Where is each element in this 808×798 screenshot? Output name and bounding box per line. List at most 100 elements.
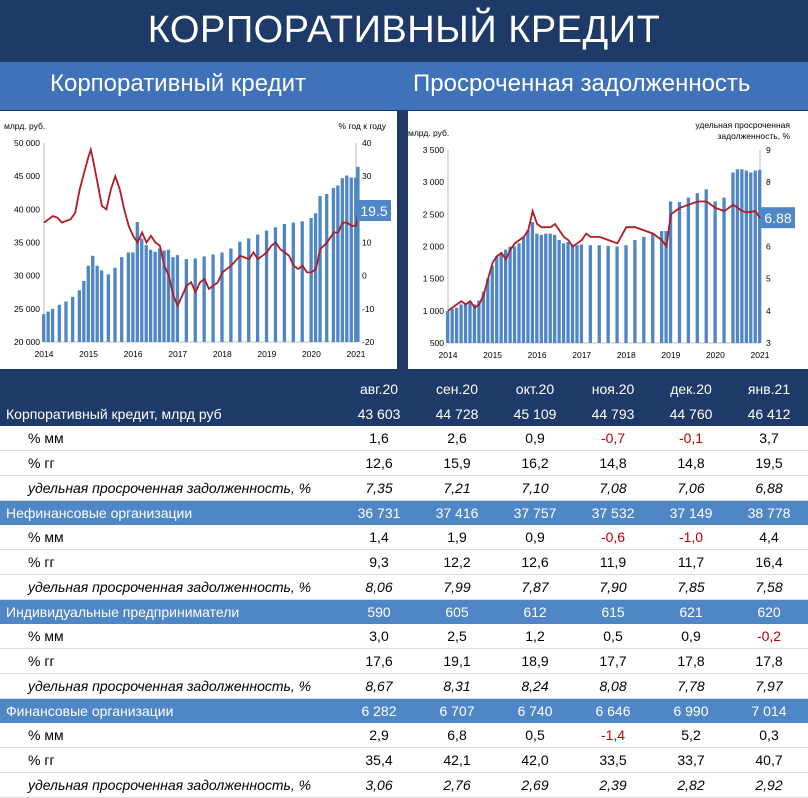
chart-bar [354,177,358,342]
table-cell: 8,67 [340,673,418,699]
x-tick-label: 2019 [257,349,276,359]
chart-bar [579,244,584,343]
table-cell: 8,08 [574,673,652,699]
x-tick-label: 2015 [79,349,98,359]
table-cell: 8,31 [418,673,496,699]
chart-bar [135,221,139,342]
table-cell: 2,5 [418,624,496,649]
table-row: Индивидуальные предприниматели 590 605 612 6… [0,599,808,624]
chart-bar [273,227,278,342]
chart-bar [499,252,503,343]
chart-bar [57,304,61,342]
table-cell: 4,4 [730,525,808,550]
chart-bar [753,170,757,343]
table-cell: -0,7 [574,426,652,451]
chart-bar [95,265,99,342]
chart-bar [120,257,124,342]
table-cell: 33,7 [652,747,730,773]
table-cell: 1,2 [496,624,574,649]
table-cell: 17,8 [652,648,730,674]
chart-bar [86,265,90,342]
y-tick-label: 40 000 [14,204,40,214]
x-tick-label: 2020 [706,350,725,360]
table-cell: 2,9 [340,723,418,748]
subheader-right: Просроченная задолженность [413,70,751,97]
table-row: удельная просроченная задолженность, % 8,… [0,673,808,699]
last-value-badge [357,199,391,221]
table-cell: 6 707 [418,698,496,723]
series-line [447,200,761,312]
y-tick-label: 500 [430,338,444,348]
chart-bar [166,249,171,342]
chart-bar [744,170,748,343]
chart-bar [704,189,708,343]
chart-bar [561,243,566,343]
y-axis-label: млрд. руб. [4,121,45,131]
chart-bar [340,178,344,342]
y-tick-label: 45 000 [14,171,40,181]
chart-bar [517,243,521,343]
chart-bar [175,255,180,342]
table-row: % гг 35,4 42,1 42,0 33,5 33,7 40,7 [0,747,808,773]
row-label: Корпоративный кредит, млрд руб [0,402,340,426]
chart-bar [686,197,691,343]
chart-bar [64,301,68,342]
table-cell: 42,0 [496,747,574,773]
table-cell: 18,9 [496,648,574,674]
table-cell: 17,7 [574,648,652,674]
chart-bar [99,270,104,342]
chart-bar [247,238,251,342]
table-cell: 36 731 [340,500,418,525]
table-cell: 43 603 [340,402,418,426]
table-cell: 11,9 [574,549,652,575]
table-row: удельная просроченная задолженность, % 8,… [0,574,808,600]
table-header-row: авг.20 сен.20 окт.20 ноя.20 дек.20 янв.2… [0,375,808,402]
table-row: % мм 3,0 2,5 1,2 0,5 0,9 -0,2 [0,624,808,649]
table-cell: 42,1 [418,747,496,773]
chart-bar [749,172,753,343]
y-tick-label: 30 000 [14,271,40,281]
table-row: удельная просроченная задолженность, % 7,… [0,475,808,501]
x-tick-label: 2020 [302,349,321,359]
table-cell: 2,76 [418,772,496,798]
row-label: удельная просроченная задолженность, % [0,574,340,600]
chart-bar [325,194,329,342]
table-cell: 0,9 [652,624,730,649]
chart-bar [50,308,55,342]
chart-bar [229,248,233,342]
table-cell: 6 282 [340,698,418,723]
chart-bar [106,274,110,342]
table-cell: 17,6 [340,648,418,674]
last-value-label: 6.88 [764,210,791,226]
x-tick-label: 2018 [617,350,636,360]
table-cell: 16,2 [496,450,574,476]
y2-tick-label: 30 [362,171,372,181]
chart-bar [597,245,601,343]
chart-bar [211,254,215,342]
chart-bar [553,234,557,343]
row-label: Финансовые организации [0,698,340,723]
table-cell: 615 [574,599,652,624]
y2-tick-label: 9 [766,145,771,155]
chart-bar [336,185,340,342]
data-table: авг.20 сен.20 окт.20 ноя.20 дек.20 янв.2… [0,375,808,798]
table-cell: 14,8 [574,450,652,476]
x-tick-label: 2017 [168,349,187,359]
table-cell: 37 416 [418,500,496,525]
chart-bar [548,233,552,343]
chart-bar [615,246,619,343]
chart-bar [695,193,699,343]
chart-bar [758,169,762,343]
y-tick-label: 1 500 [423,274,445,284]
table-cell: 2,82 [652,772,730,798]
table-cell: 0,5 [574,624,652,649]
chart-bar [477,300,481,343]
chart-corporate-credit: млрд. руб. % год к году 50 000 45 000 40 000… [0,111,397,369]
chart-bar [446,310,450,343]
row-label: % мм [0,525,340,550]
row-label: Нефинансовые организации [0,500,340,525]
chart-bar [735,169,740,343]
chart-bar [300,221,304,342]
y2-tick-label: -20 [362,337,375,347]
chart-bar [557,240,561,343]
